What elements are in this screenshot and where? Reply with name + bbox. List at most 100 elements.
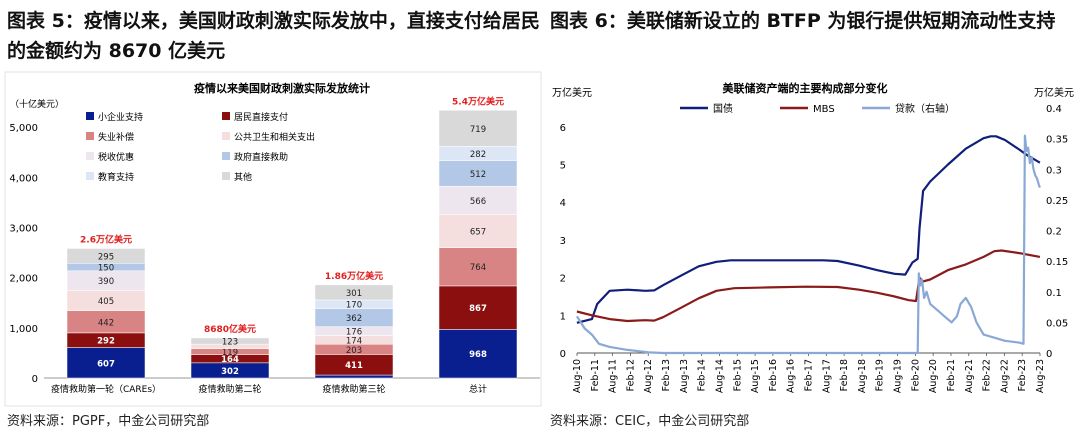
chart6-ytick-left: 6	[560, 123, 566, 134]
chart6-ytick-left: 1	[560, 311, 566, 322]
chart6-ytick-right: 0.2	[1046, 227, 1062, 238]
series-line	[576, 249, 1041, 323]
legend-swatch	[86, 152, 94, 160]
legend-label: 失业补偿	[98, 131, 134, 143]
legend-label: 政府直接救助	[234, 151, 288, 163]
chart5-ytick-label: 4,000	[9, 173, 38, 184]
legend-label: 教育支持	[98, 171, 134, 183]
chart5-category-label: 疫情救助第二轮	[198, 383, 261, 395]
series-line	[576, 135, 1041, 324]
chart6-ytick-left: 3	[560, 236, 566, 247]
bar-segment-label: 282	[470, 150, 486, 160]
chart6-x-label: Feb-11	[590, 359, 601, 391]
bar-segment	[438, 160, 518, 187]
bar-segment-label: 170	[346, 301, 362, 311]
chart5-ytick-label: 3,000	[9, 223, 38, 234]
chart6-x-label: Aug-20	[928, 359, 939, 393]
series-line	[575, 134, 1041, 355]
legend-label: 贷款（右轴）	[895, 102, 955, 115]
legend-swatch	[86, 112, 94, 120]
chart6-x-label: Aug-18	[857, 359, 868, 393]
legend-label: MBS	[813, 104, 835, 115]
legend-label: 税收优惠	[98, 151, 134, 163]
chart6-x-label: Aug-21	[964, 359, 975, 393]
figure6-source: 资料来源：CEIC，中金公司研究部	[550, 414, 750, 429]
chart6-x-label: Feb-14	[697, 359, 708, 391]
bar-segment	[438, 329, 518, 379]
bar-segment	[438, 285, 518, 330]
bar-segment-label: 164	[221, 355, 239, 365]
bar-segment-label: 411	[345, 361, 363, 371]
chart6-x-label: Feb-15	[732, 359, 743, 391]
chart6-x-label: Aug-14	[714, 359, 725, 393]
bar-segment	[314, 284, 394, 301]
legend-label: 居民直接支付	[234, 111, 288, 123]
figure6-line-chart: 美联储资产端的主要构成部分变化 万亿美元 万亿美元 0 1 2 3 4 5 6 0 0.05 0.1 0.…	[552, 81, 1074, 393]
figure5-source: 资料来源：PGPF，中金公司研究部	[7, 414, 210, 429]
chart6-ytick-right: 0.4	[1046, 104, 1062, 115]
bar-segment-label: 442	[98, 318, 114, 328]
chart6-x-label: Feb-22	[982, 359, 993, 391]
bar-segment-label: 292	[97, 337, 115, 347]
bar-total-label: 2.6万亿美元	[80, 233, 132, 245]
bar-segment-label: 968	[469, 350, 487, 360]
chart6-x-label: Aug-10	[572, 359, 583, 393]
figure5-stacked-bar-chart: 疫情以来美国财政刺激实际发放统计 （十亿美元） 0 1,000 2,000 3,000 4,…	[4, 71, 542, 407]
chart6-x-label: Feb-13	[661, 359, 672, 391]
bar-segment-label: 607	[97, 359, 115, 369]
bar-total-label: 1.86万亿美元	[325, 270, 383, 282]
bar-segment-label: 174	[346, 336, 362, 346]
bar-segment-label: 405	[98, 297, 114, 307]
chart6-x-label: Aug-12	[643, 359, 654, 393]
chart6-ytick-right: 0	[1046, 349, 1052, 360]
chart5-category-label: 疫情救助第一轮（CAREs）	[51, 383, 161, 395]
chart6-ytick-left: 0	[560, 349, 566, 360]
legend-swatch	[222, 172, 230, 180]
chart6-x-label: Feb-19	[875, 359, 886, 391]
legend-label: 小企业支持	[98, 111, 143, 123]
bar-segment-label: 176	[346, 328, 362, 338]
chart5-frame	[4, 71, 542, 407]
bar-segment	[438, 214, 518, 248]
bar-segment-label: 867	[469, 304, 487, 314]
bar-segment-label: 764	[470, 263, 486, 273]
chart5-ytick-label: 1,000	[9, 324, 38, 335]
chart6-ytick-right: 0.25	[1046, 196, 1068, 207]
chart5-ylabel: （十亿美元）	[10, 98, 64, 110]
chart6-ytick-left: 5	[560, 161, 566, 172]
bar-segment-label: 657	[470, 228, 486, 238]
legend-label: 其他	[234, 171, 252, 183]
chart5-ytick-label: 0	[32, 374, 38, 385]
chart6-ytick-left: 4	[560, 198, 566, 209]
bar-segment-label: 203	[346, 346, 362, 356]
chart5-category-label: 总计	[469, 383, 487, 395]
chart6-x-label: Aug-19	[893, 359, 904, 393]
bar-segment-label: 150	[98, 264, 114, 274]
chart6-ytick-right: 0.15	[1046, 257, 1068, 268]
figure6-title: 图表 6：美联储新设立的 BTFP 为银行提供短期流动性支持	[550, 10, 1056, 32]
bar-segment-label: 123	[222, 338, 238, 348]
bar-segment	[438, 110, 518, 147]
chart6-x-label: Aug-11	[608, 359, 619, 393]
chart6-ytick-right: 0.1	[1046, 288, 1062, 299]
bar-segment	[438, 247, 518, 287]
chart6-ytick-right: 0.35	[1046, 135, 1068, 146]
chart5-ytick-label: 2,000	[9, 274, 38, 285]
chart6-ylabel-right: 万亿美元	[1034, 86, 1074, 99]
chart5-category-label: 疫情救助第三轮	[322, 383, 385, 395]
bar-total-label: 8680亿美元	[204, 323, 256, 335]
chart6-ytick-right: 0.05	[1046, 318, 1068, 329]
chart6-ytick-right: 0.3	[1046, 165, 1062, 176]
bar-segment-label: 390	[98, 277, 114, 287]
chart5-ytick-label: 5,000	[9, 123, 38, 134]
legend-swatch	[86, 172, 94, 180]
bar-segment-label: 566	[470, 197, 486, 207]
chart6-x-label: Feb-16	[768, 359, 779, 391]
chart6-x-label: Aug-17	[821, 359, 832, 393]
bar-segment	[438, 185, 518, 215]
chart6-x-label: Aug-22	[999, 359, 1010, 393]
chart6-ylabel-left: 万亿美元	[552, 86, 592, 99]
bar-segment-label: 512	[470, 170, 486, 180]
chart6-x-label: Feb-23	[1017, 359, 1028, 391]
legend-swatch	[222, 112, 230, 120]
